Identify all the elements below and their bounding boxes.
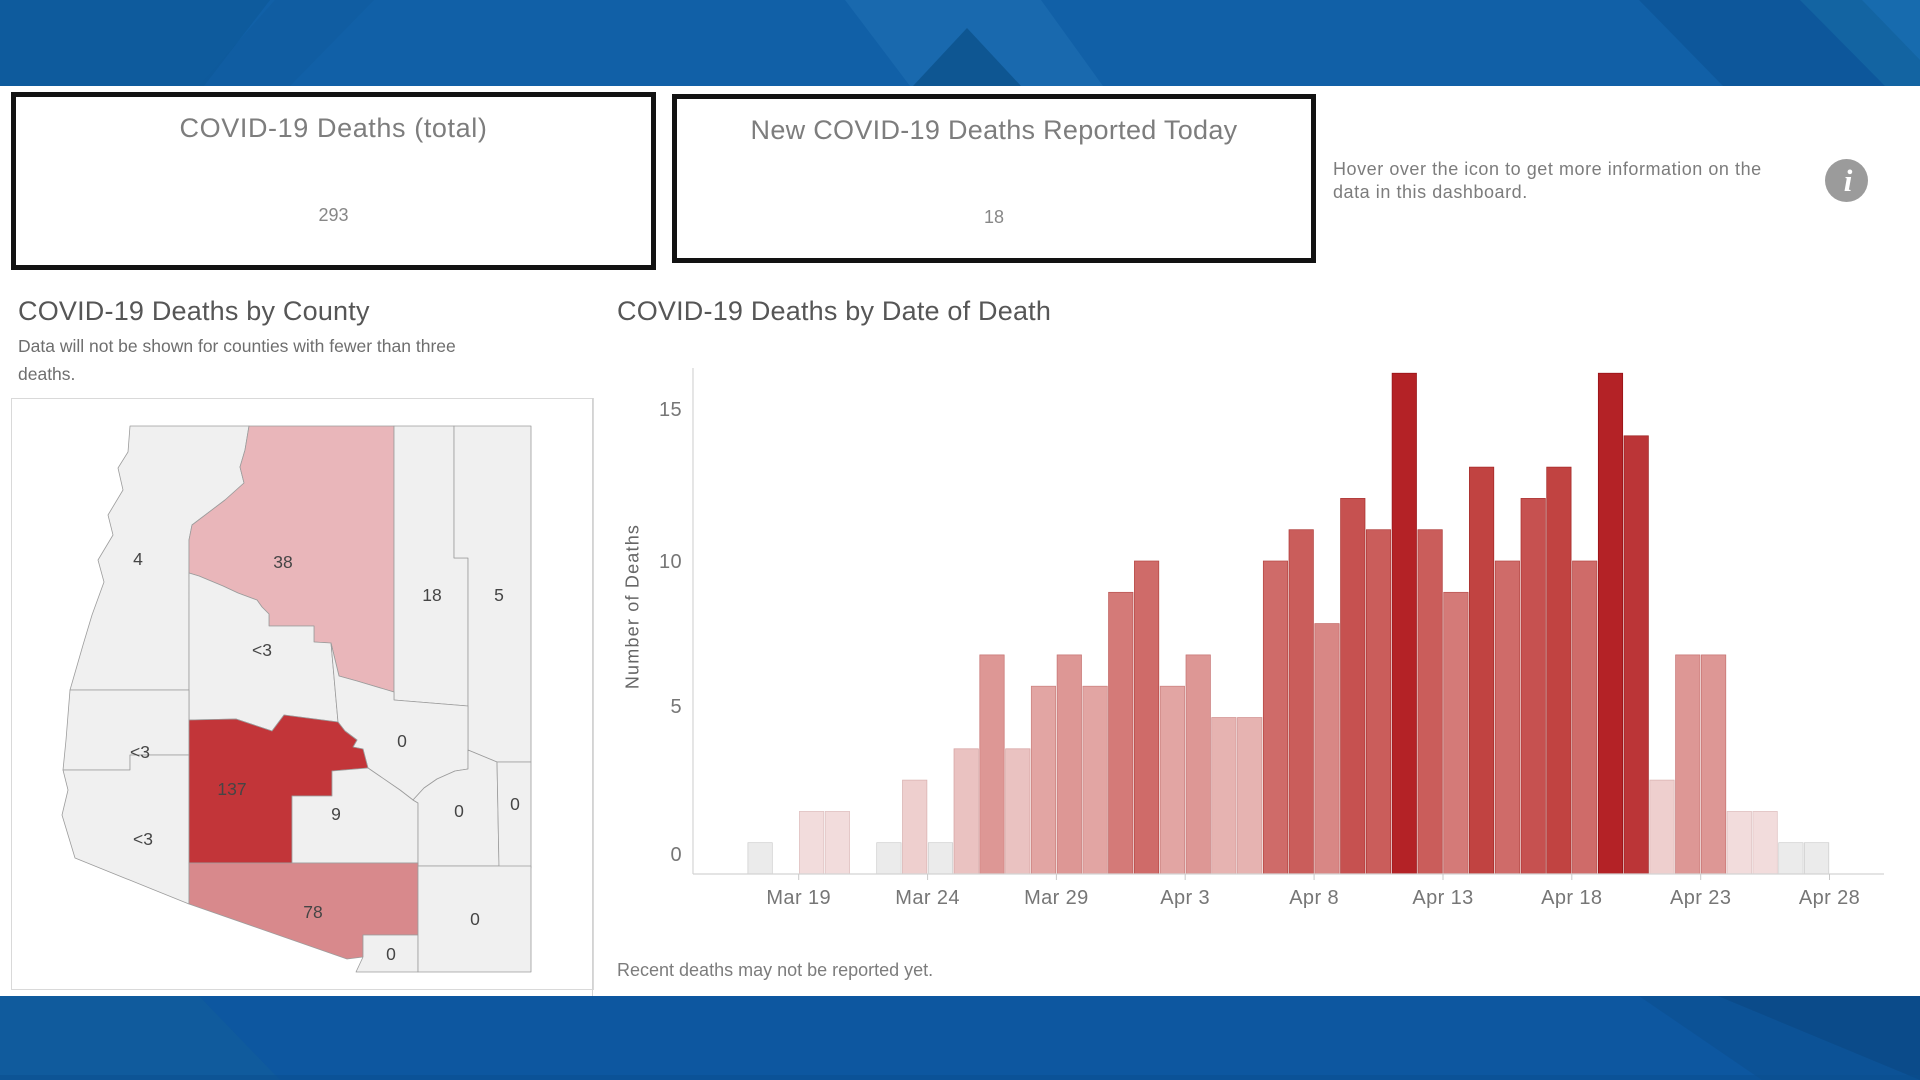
svg-text:Apr 3: Apr 3 bbox=[1160, 887, 1210, 909]
svg-text:<3: <3 bbox=[133, 829, 153, 849]
svg-text:Apr 8: Apr 8 bbox=[1289, 887, 1339, 909]
svg-text:38: 38 bbox=[273, 552, 292, 572]
svg-text:4: 4 bbox=[133, 549, 143, 569]
svg-text:10: 10 bbox=[659, 551, 682, 573]
svg-text:Mar 24: Mar 24 bbox=[895, 887, 960, 909]
svg-text:18: 18 bbox=[422, 585, 441, 605]
svg-text:137: 137 bbox=[217, 779, 246, 799]
svg-text:Mar 19: Mar 19 bbox=[766, 887, 831, 909]
svg-text:0: 0 bbox=[386, 944, 396, 964]
svg-text:15: 15 bbox=[659, 399, 682, 421]
svg-text:Apr 18: Apr 18 bbox=[1541, 887, 1602, 909]
svg-text:0: 0 bbox=[470, 909, 480, 929]
svg-text:5: 5 bbox=[494, 585, 504, 605]
svg-text:Mar 29: Mar 29 bbox=[1024, 887, 1089, 909]
svg-text:<3: <3 bbox=[252, 640, 272, 660]
svg-text:0: 0 bbox=[397, 731, 407, 751]
svg-text:i: i bbox=[1844, 163, 1853, 198]
svg-text:0: 0 bbox=[510, 794, 520, 814]
svg-text:0: 0 bbox=[670, 844, 682, 866]
svg-text:Apr 23: Apr 23 bbox=[1670, 887, 1731, 909]
svg-text:5: 5 bbox=[670, 696, 682, 718]
svg-text:Apr 13: Apr 13 bbox=[1412, 887, 1473, 909]
svg-text:Apr 28: Apr 28 bbox=[1799, 887, 1860, 909]
svg-text:9: 9 bbox=[331, 804, 341, 824]
svg-text:78: 78 bbox=[303, 902, 322, 922]
svg-text:<3: <3 bbox=[130, 742, 150, 762]
svg-text:0: 0 bbox=[454, 801, 464, 821]
